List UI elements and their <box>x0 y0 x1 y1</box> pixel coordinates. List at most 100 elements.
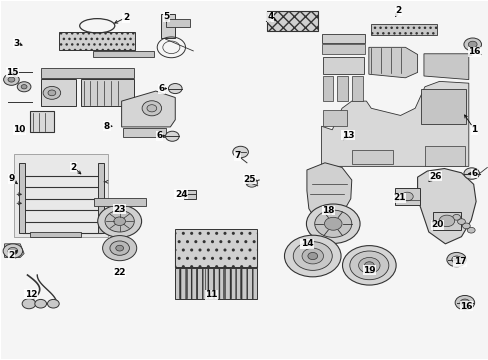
Bar <box>432 212 460 230</box>
Circle shape <box>43 86 61 99</box>
Text: 2: 2 <box>122 13 129 22</box>
Bar <box>94 198 145 206</box>
Text: 2: 2 <box>8 251 15 260</box>
Bar <box>40 11 160 108</box>
Bar <box>13 153 110 238</box>
Text: 26: 26 <box>428 172 441 181</box>
Circle shape <box>8 77 15 82</box>
Bar <box>336 76 347 101</box>
Bar <box>318 10 474 174</box>
Bar <box>322 57 363 74</box>
Circle shape <box>284 235 340 277</box>
Circle shape <box>463 38 481 51</box>
Polygon shape <box>4 244 24 257</box>
Circle shape <box>467 227 474 233</box>
Circle shape <box>168 84 182 94</box>
Text: 9: 9 <box>8 175 15 184</box>
Circle shape <box>102 235 137 261</box>
Bar <box>322 110 346 126</box>
Circle shape <box>306 204 359 243</box>
Bar <box>321 44 365 54</box>
Text: 18: 18 <box>322 206 334 215</box>
Text: 7: 7 <box>234 151 241 160</box>
Text: 14: 14 <box>300 239 313 248</box>
Text: 21: 21 <box>392 193 405 202</box>
Ellipse shape <box>142 101 161 116</box>
Circle shape <box>110 241 129 255</box>
Bar <box>166 19 189 27</box>
Text: 6: 6 <box>158 84 164 93</box>
Bar <box>13 243 88 309</box>
Circle shape <box>47 300 59 308</box>
Text: 2: 2 <box>71 163 77 172</box>
Circle shape <box>307 252 317 260</box>
Bar <box>173 225 260 300</box>
Text: 3: 3 <box>14 39 20 48</box>
Circle shape <box>401 192 412 201</box>
Text: 13: 13 <box>341 131 353 140</box>
Bar <box>93 50 154 57</box>
Circle shape <box>446 252 466 267</box>
Bar <box>41 68 134 78</box>
Circle shape <box>232 146 248 158</box>
Text: 11: 11 <box>204 290 217 299</box>
Circle shape <box>165 131 179 141</box>
Circle shape <box>452 215 460 220</box>
Bar <box>351 150 392 164</box>
Circle shape <box>459 299 469 306</box>
Text: 5: 5 <box>163 12 169 21</box>
Text: 2: 2 <box>395 6 401 15</box>
Circle shape <box>454 296 474 310</box>
Circle shape <box>302 248 323 264</box>
Circle shape <box>457 219 465 225</box>
Text: 22: 22 <box>113 268 126 277</box>
Circle shape <box>105 211 134 232</box>
Bar <box>92 197 147 262</box>
Circle shape <box>463 168 479 179</box>
Text: 24: 24 <box>174 190 187 199</box>
Circle shape <box>324 217 341 230</box>
Ellipse shape <box>147 105 157 112</box>
Circle shape <box>314 210 351 237</box>
Bar <box>351 76 362 101</box>
Bar <box>160 14 175 38</box>
Bar <box>59 32 135 50</box>
Text: 10: 10 <box>13 125 25 134</box>
Polygon shape <box>368 47 417 78</box>
Polygon shape <box>321 81 468 166</box>
Circle shape <box>293 242 331 270</box>
Bar <box>322 76 332 101</box>
Bar <box>14 154 108 237</box>
Text: 6: 6 <box>156 131 163 140</box>
Circle shape <box>438 215 454 226</box>
Bar <box>3 63 37 105</box>
Bar <box>370 24 436 35</box>
Circle shape <box>114 217 125 226</box>
Bar <box>19 163 25 233</box>
Polygon shape <box>306 163 351 224</box>
Circle shape <box>342 246 395 285</box>
Bar <box>30 232 81 237</box>
Bar <box>266 12 318 31</box>
Circle shape <box>8 247 18 255</box>
Text: 8: 8 <box>103 122 110 131</box>
Bar <box>183 190 195 199</box>
Text: 1: 1 <box>470 125 477 134</box>
Polygon shape <box>417 168 475 244</box>
Bar <box>175 268 257 299</box>
Circle shape <box>22 299 36 309</box>
Bar <box>41 79 76 106</box>
Bar <box>98 163 104 233</box>
Text: 12: 12 <box>24 289 37 298</box>
Text: 20: 20 <box>430 220 443 229</box>
Circle shape <box>48 90 56 96</box>
Circle shape <box>35 300 46 308</box>
Text: 19: 19 <box>362 266 375 275</box>
Polygon shape <box>423 54 468 80</box>
Text: 25: 25 <box>243 175 255 184</box>
Text: 15: 15 <box>6 68 19 77</box>
Circle shape <box>451 256 461 263</box>
Bar <box>81 79 134 106</box>
Text: 6: 6 <box>470 169 477 178</box>
Bar <box>175 229 257 267</box>
